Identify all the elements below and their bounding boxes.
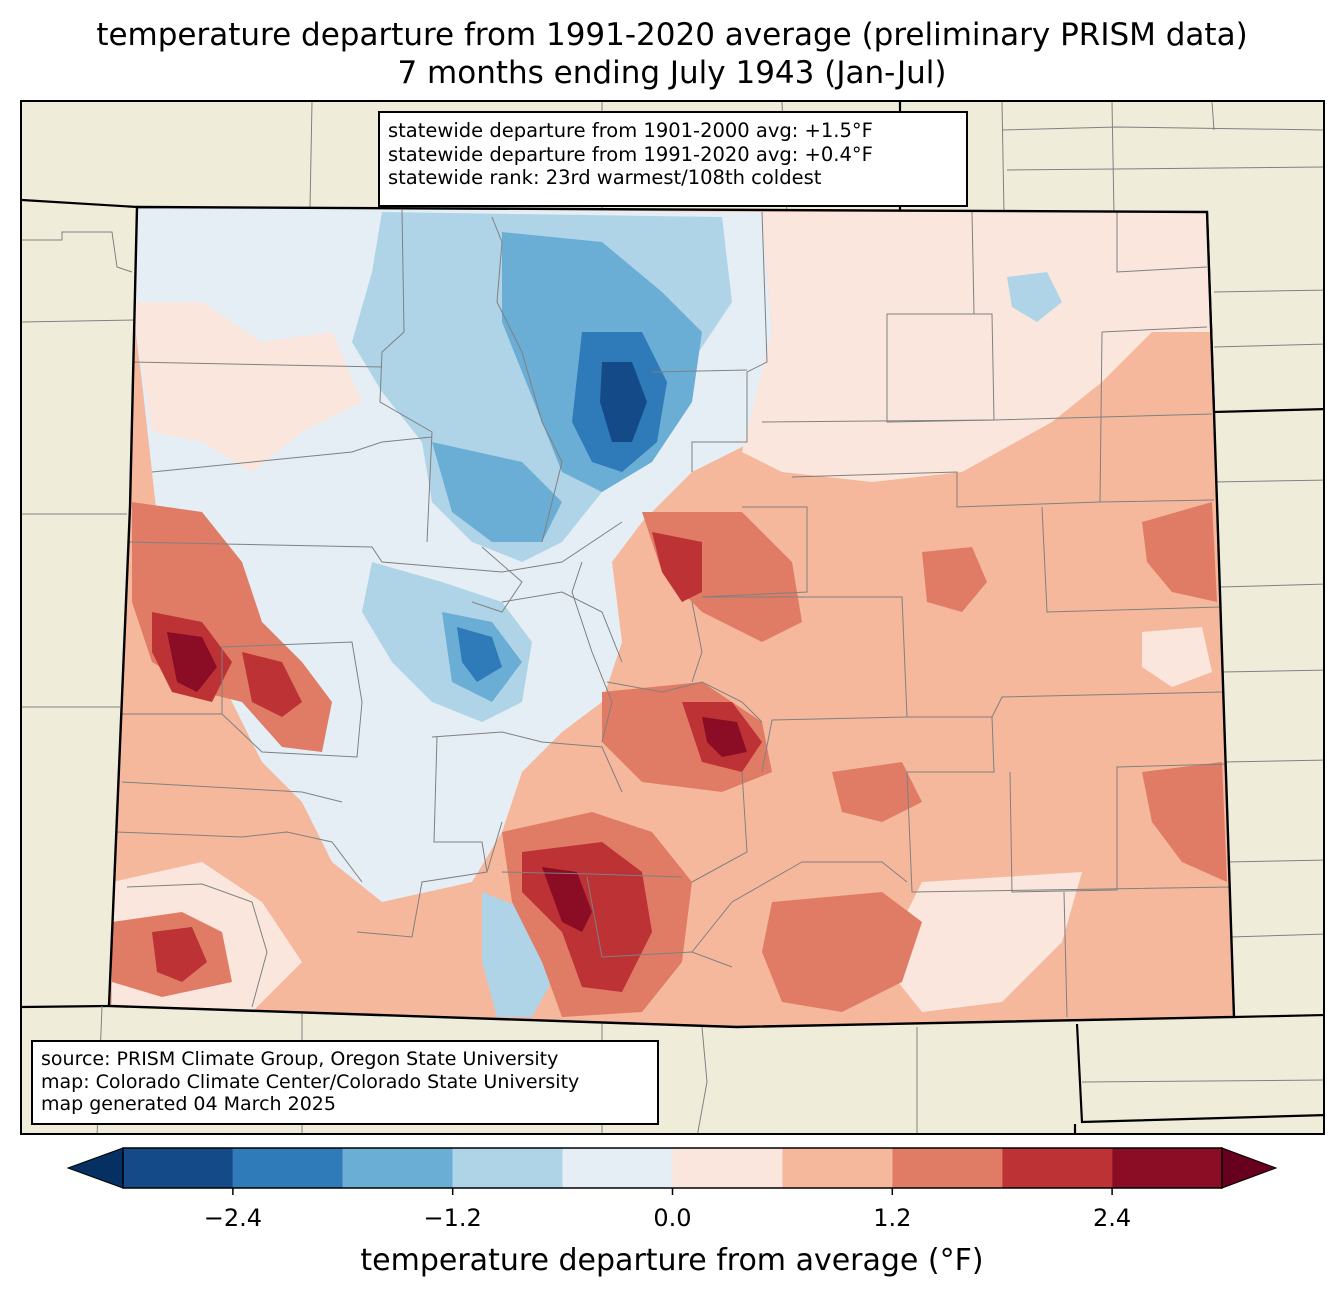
field-red-east-plains-4 — [832, 762, 922, 822]
field-red-front-range-strong — [652, 532, 702, 602]
field-near-zero-east-spot — [1142, 627, 1212, 687]
field-red-west-core — [167, 632, 217, 692]
field-blue-deep-north — [600, 362, 647, 442]
colorbar-extend-low — [66, 1147, 124, 1189]
field-red-east-plains-2 — [1142, 502, 1217, 602]
stats-departure-1901-2000: statewide departure from 1901-2000 avg: … — [388, 119, 873, 142]
colorbar — [66, 1147, 1278, 1195]
colorbar-tick-label: −2.4 — [203, 1204, 263, 1232]
colorbar-extend-high — [1221, 1147, 1278, 1189]
field-red-sanluis-core — [542, 867, 592, 932]
county-lines — [116, 209, 1231, 1018]
source-line: source: PRISM Climate Group, Oregon Stat… — [41, 1048, 559, 1070]
colorbar-label: temperature departure from average (°F) — [360, 1243, 984, 1278]
field-blue-strong-park — [457, 627, 502, 682]
field-red-pueblo-core — [702, 717, 747, 757]
colorado-map — [22, 102, 1323, 1133]
field-red-east-plains-3 — [1142, 762, 1227, 882]
colorbar-segment — [232, 1148, 343, 1188]
colorbar-tick-label: 2.4 — [1093, 1204, 1132, 1232]
field-red-east-plains-1 — [922, 547, 987, 612]
map-frame — [20, 100, 1325, 1135]
field-blue-mid-central — [432, 442, 562, 542]
colorbar-segment — [123, 1148, 233, 1188]
field-near-zero-west — [132, 302, 362, 472]
field-red-southeast — [762, 892, 922, 1012]
stats-departure-1991-2020: statewide departure from 1991-2020 avg: … — [388, 142, 873, 166]
colorbar-tick-label: −1.2 — [423, 1204, 482, 1232]
field-near-zero-south — [882, 872, 1082, 1012]
field-red-west-strong-2 — [242, 652, 302, 717]
colorbar-segment — [1112, 1148, 1222, 1188]
field-red-southwest-strong — [152, 927, 207, 982]
colorbar-segment — [782, 1148, 893, 1188]
source-box: source: PRISM Climate Group, Oregon Stat… — [31, 1040, 659, 1125]
stats-rank: statewide rank: 23rd warmest/108th colde… — [388, 166, 822, 189]
field-blue-light-southwest — [482, 892, 557, 1017]
colorbar-segment — [1002, 1148, 1113, 1188]
colorbar-segment — [562, 1148, 673, 1188]
colorbar-segment — [892, 1148, 1003, 1188]
map-subtitle: 7 months ending July 1943 (Jan-Jul) — [397, 55, 947, 91]
statewide-stats-box: statewide departure from 1901-2000 avg: … — [378, 111, 968, 207]
colorbar-segment — [672, 1148, 783, 1188]
colorbar-segment — [342, 1148, 453, 1188]
map-credit-line: map: Colorado Climate Center/Colorado St… — [41, 1070, 580, 1093]
colorbar-segment — [452, 1148, 563, 1188]
field-blue-light-northeast — [1007, 272, 1062, 322]
map-title: temperature departure from 1991-2020 ave… — [96, 17, 1248, 53]
colorbar-tick-label: 1.2 — [873, 1204, 912, 1232]
field-near-zero-east — [742, 212, 1212, 482]
generated-date-line: map generated 04 March 2025 — [41, 1093, 336, 1115]
colorado-border — [107, 205, 1236, 1029]
temperature-departure-field — [109, 207, 1234, 1027]
colorbar-tick-label: 0.0 — [653, 1204, 692, 1232]
